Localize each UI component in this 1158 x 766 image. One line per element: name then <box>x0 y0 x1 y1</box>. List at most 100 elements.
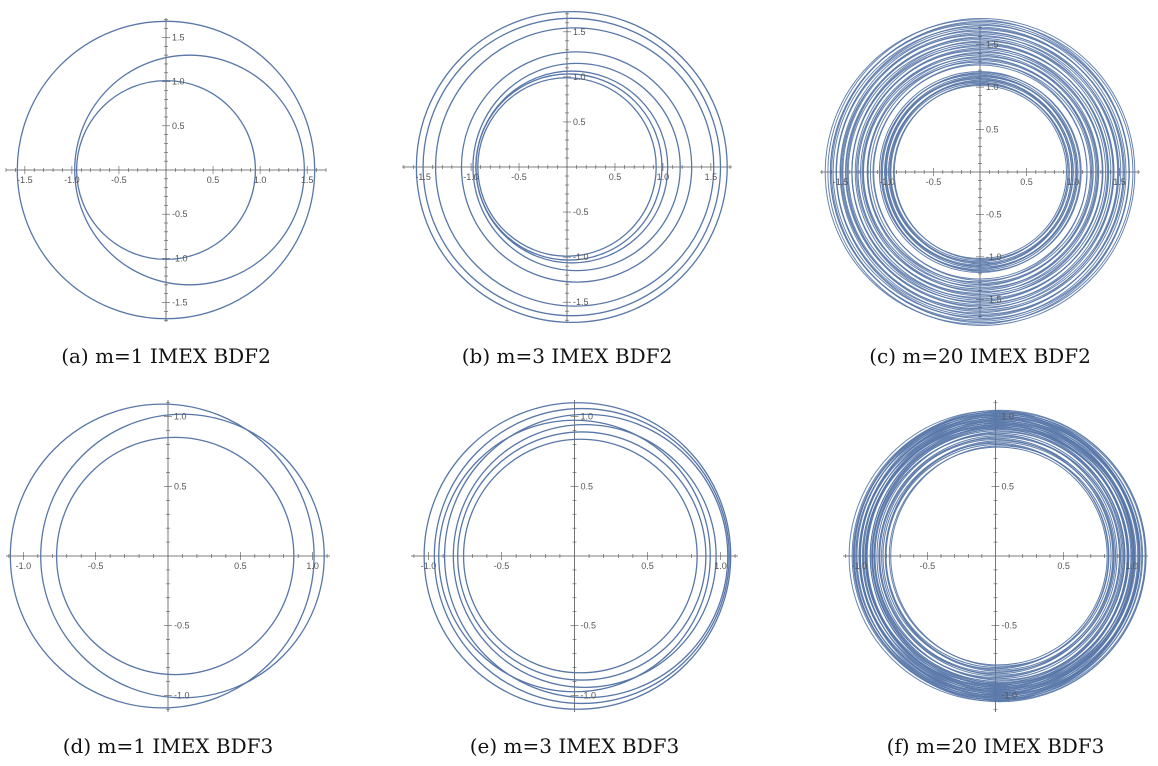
trajectory-loop <box>866 56 1099 288</box>
trajectory-loop <box>893 83 1070 261</box>
trajectory-loop <box>832 26 1124 318</box>
subfigure-caption: (e) m=3 IMEX BDF3 <box>469 734 680 758</box>
trajectory-loop <box>878 71 1081 273</box>
y-tick-label: -0.5 <box>172 209 188 219</box>
trajectory-loop <box>415 10 728 324</box>
x-tick-label: -1.5 <box>833 177 849 187</box>
trajectory-loop <box>841 32 1122 312</box>
trajectory-loop <box>831 20 1134 324</box>
y-tick-label: 1.5 <box>986 40 999 50</box>
x-tick-label: -1.0 <box>852 561 868 571</box>
trajectory-loop <box>457 431 707 681</box>
y-tick-label: 0.5 <box>174 481 187 491</box>
subfigure-caption: (d) m=1 IMEX BDF3 <box>62 734 274 758</box>
trajectory-loop <box>874 432 1122 680</box>
trajectory-loop <box>423 402 732 710</box>
trajectory-loop <box>884 440 1117 672</box>
y-tick-label: 0.5 <box>573 117 586 127</box>
y-tick-label: 0.5 <box>581 481 594 491</box>
trajectory-loop <box>55 436 295 676</box>
trajectory-loop <box>844 37 1114 307</box>
x-tick-label: -1.5 <box>17 175 33 185</box>
trajectory-loop <box>434 27 715 307</box>
trajectory-loop <box>74 54 306 286</box>
trajectory-loop <box>890 445 1112 667</box>
y-tick-label: -1.0 <box>986 252 1002 262</box>
trajectory-loop <box>892 84 1068 260</box>
trajectory-loop <box>861 54 1097 290</box>
x-tick-label: 1.5 <box>301 175 314 185</box>
y-tick-label: -1.0 <box>174 690 190 700</box>
trajectory-loop <box>881 72 1082 272</box>
y-tick-label: -1.0 <box>172 253 188 263</box>
x-tick-label: 1.0 <box>1067 177 1080 187</box>
trajectory-loop <box>443 413 729 699</box>
trajectory-loop <box>16 20 316 320</box>
x-tick-label: -0.5 <box>926 177 942 187</box>
trajectory-loop <box>878 435 1121 677</box>
x-tick-label: -1.0 <box>64 175 80 185</box>
y-tick-label: 1.0 <box>986 82 999 92</box>
trajectory-loop <box>853 411 1143 701</box>
x-tick-label: 1.0 <box>254 175 267 185</box>
trajectory-loop <box>859 414 1144 698</box>
trajectory-loop <box>477 77 657 257</box>
x-tick-label: 1.0 <box>657 172 670 182</box>
trajectory-loop <box>884 75 1078 269</box>
x-tick-label: 0.5 <box>1020 177 1033 187</box>
trajectory-loop <box>842 33 1120 311</box>
y-tick-label: -0.5 <box>174 621 190 631</box>
subfigure-caption: (f) m=20 IMEX BDF3 <box>886 734 1105 758</box>
y-tick-label: 1.0 <box>581 412 594 422</box>
x-tick-label: -0.5 <box>88 561 104 571</box>
x-tick-label: 0.5 <box>609 172 622 182</box>
trajectory-loop <box>422 17 722 317</box>
y-tick-label: -0.5 <box>581 621 597 631</box>
y-tick-label: 1.5 <box>573 27 586 37</box>
x-tick-label: 0.5 <box>234 561 247 571</box>
trajectory-loop <box>888 81 1069 263</box>
x-tick-label: -1.0 <box>421 561 437 571</box>
trajectory-loop <box>861 423 1128 689</box>
y-tick-label: 1.0 <box>172 77 185 87</box>
y-tick-label: -1.0 <box>573 252 589 262</box>
y-tick-label: 1.0 <box>573 72 586 82</box>
x-tick-label: -0.5 <box>511 172 527 182</box>
trajectory-loop <box>472 62 681 272</box>
x-tick-label: 0.5 <box>641 561 654 571</box>
y-tick-label: -1.5 <box>573 297 589 307</box>
y-tick-label: -1.5 <box>986 294 1002 304</box>
y-tick-label: 1.0 <box>174 412 187 422</box>
trajectory-loop <box>882 442 1109 670</box>
trajectory-loop <box>847 41 1108 303</box>
x-tick-label: -0.5 <box>111 175 127 185</box>
y-tick-label: 1.0 <box>1002 412 1015 422</box>
trajectory-loop <box>40 413 325 699</box>
trajectory-loop <box>880 73 1079 271</box>
x-tick-label: 1.0 <box>714 561 727 571</box>
trajectory-loop <box>475 73 663 261</box>
trajectory-loop <box>856 50 1100 294</box>
y-tick-label: -0.5 <box>986 209 1002 219</box>
trajectory-loop <box>862 420 1135 692</box>
x-tick-label: -1.5 <box>415 172 431 182</box>
trajectory-loop <box>857 47 1107 297</box>
trajectory-loop <box>885 78 1073 266</box>
trajectory-loop <box>863 57 1093 287</box>
x-tick-label: -1.0 <box>463 172 479 182</box>
trajectory-loop <box>75 79 257 261</box>
trajectory-loop <box>452 423 717 689</box>
y-tick-label: 0.5 <box>986 125 999 135</box>
x-tick-label: -1.0 <box>879 177 895 187</box>
x-tick-label: 1.0 <box>306 561 319 571</box>
trajectory-loop <box>867 58 1094 286</box>
trajectory-loop <box>879 439 1114 673</box>
